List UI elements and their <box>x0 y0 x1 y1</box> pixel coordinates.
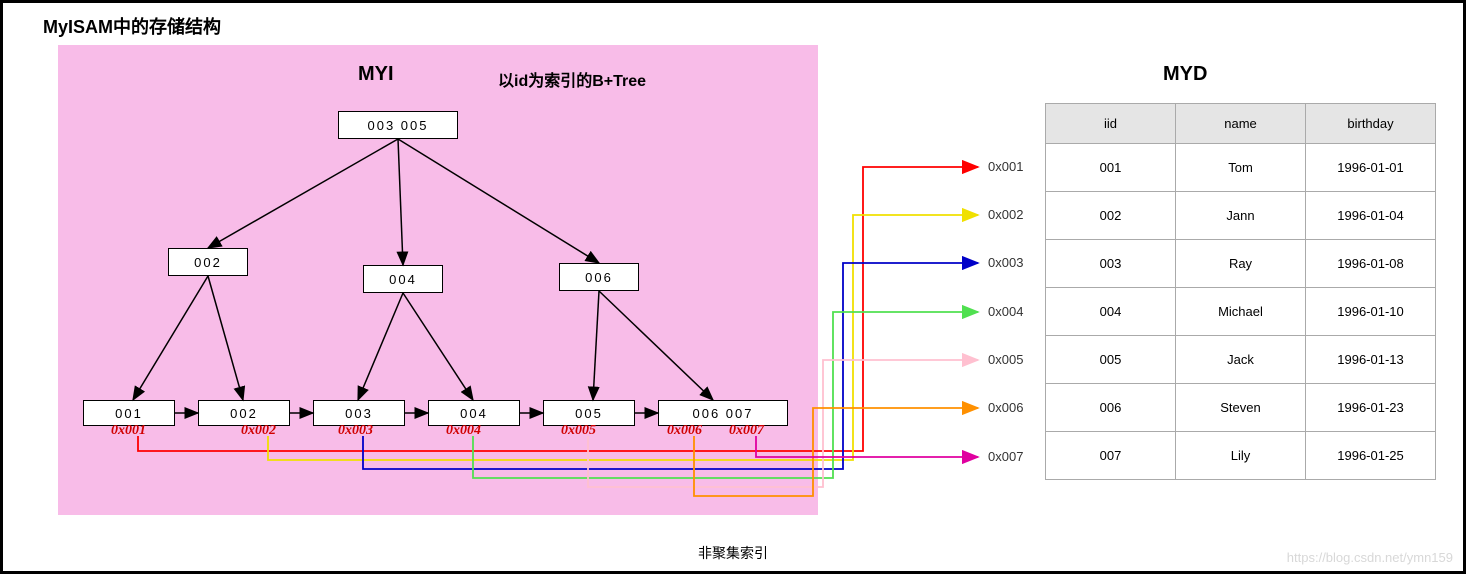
myd-cell: Steven <box>1176 384 1306 432</box>
myd-cell: 005 <box>1046 336 1176 384</box>
watermark: https://blog.csdn.net/ymn159 <box>1287 550 1453 565</box>
pointer-target-label: 0x007 <box>988 449 1023 464</box>
myd-cell: Jann <box>1176 192 1306 240</box>
btree-node: 003 005 <box>338 111 458 139</box>
table-row: 006Steven1996-01-23 <box>1046 384 1436 432</box>
table-row: 007Lily1996-01-25 <box>1046 432 1436 480</box>
myd-cell: 007 <box>1046 432 1176 480</box>
myd-cell: Ray <box>1176 240 1306 288</box>
bottom-caption: 非聚集索引 <box>3 543 1463 563</box>
myd-cell: 1996-01-10 <box>1306 288 1436 336</box>
myd-label: MYD <box>1163 63 1207 86</box>
myd-cell: Lily <box>1176 432 1306 480</box>
leaf-pointer: 0x006 <box>667 423 702 439</box>
myd-cell: 006 <box>1046 384 1176 432</box>
myd-table: iidnamebirthday 001Tom1996-01-01002Jann1… <box>1045 103 1436 480</box>
myd-cell: Tom <box>1176 144 1306 192</box>
main-title: MyISAM中的存储结构 <box>43 13 221 39</box>
myd-col-header: iid <box>1046 104 1176 144</box>
myd-cell: 004 <box>1046 288 1176 336</box>
pointer-target-label: 0x003 <box>988 255 1023 270</box>
myd-cell: 1996-01-25 <box>1306 432 1436 480</box>
myi-label: MYI <box>358 63 394 86</box>
table-row: 003Ray1996-01-08 <box>1046 240 1436 288</box>
table-row: 001Tom1996-01-01 <box>1046 144 1436 192</box>
pointer-target-label: 0x001 <box>988 159 1023 174</box>
pointer-target-label: 0x005 <box>988 352 1023 367</box>
leaf-pointer: 0x002 <box>241 423 276 439</box>
table-row: 002Jann1996-01-04 <box>1046 192 1436 240</box>
myd-cell: 001 <box>1046 144 1176 192</box>
pointer-target-label: 0x004 <box>988 304 1023 319</box>
pointer-target-label: 0x006 <box>988 400 1023 415</box>
btree-node: 004 <box>363 265 443 293</box>
btree-node: 002 <box>168 248 248 276</box>
leaf-pointer: 0x004 <box>446 423 481 439</box>
myd-cell: Michael <box>1176 288 1306 336</box>
leaf-pointer: 0x005 <box>561 423 596 439</box>
myi-subtitle: 以id为索引的B+Tree <box>498 67 646 91</box>
myd-cell: 1996-01-23 <box>1306 384 1436 432</box>
table-row: 005Jack1996-01-13 <box>1046 336 1436 384</box>
myd-cell: 1996-01-01 <box>1306 144 1436 192</box>
myd-cell: 002 <box>1046 192 1176 240</box>
diagram-frame: MyISAM中的存储结构 MYI 以id为索引的B+Tree 003 00500… <box>0 0 1466 574</box>
myd-cell: 1996-01-04 <box>1306 192 1436 240</box>
leaf-pointer: 0x003 <box>338 423 373 439</box>
myd-cell: 003 <box>1046 240 1176 288</box>
leaf-pointer: 0x007 <box>729 423 764 439</box>
pointer-target-label: 0x002 <box>988 207 1023 222</box>
myd-cell: 1996-01-13 <box>1306 336 1436 384</box>
myd-cell: Jack <box>1176 336 1306 384</box>
myd-cell: 1996-01-08 <box>1306 240 1436 288</box>
leaf-pointer: 0x001 <box>111 423 146 439</box>
myd-col-header: name <box>1176 104 1306 144</box>
btree-node: 006 <box>559 263 639 291</box>
myd-col-header: birthday <box>1306 104 1436 144</box>
table-row: 004Michael1996-01-10 <box>1046 288 1436 336</box>
